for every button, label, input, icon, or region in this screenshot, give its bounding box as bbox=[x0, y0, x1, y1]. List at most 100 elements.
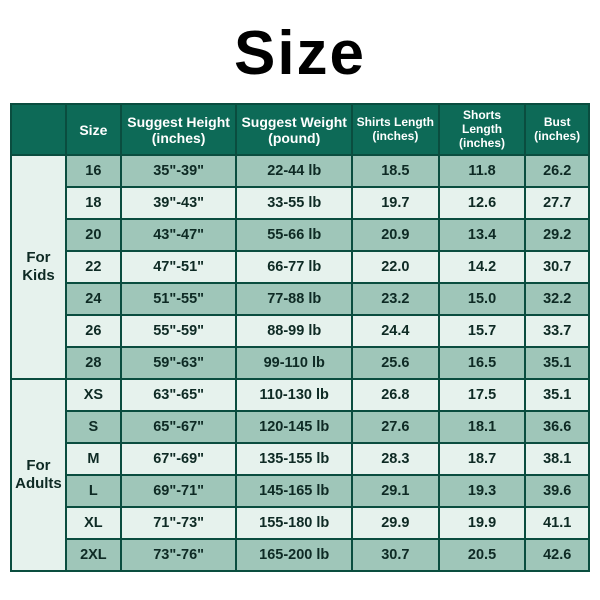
cell: 2XL bbox=[66, 539, 121, 571]
page-title: Size bbox=[0, 18, 600, 89]
col-height: Suggest Height (inches) bbox=[121, 104, 237, 155]
table-row: S65"-67"120-145 lb27.618.136.6 bbox=[11, 411, 589, 443]
cell: 32.2 bbox=[525, 283, 589, 315]
group-label: For bbox=[26, 249, 50, 266]
cell: 12.6 bbox=[439, 187, 526, 219]
cell: 71"-73" bbox=[121, 507, 237, 539]
table-body: ForKids1635"-39"22-44 lb18.511.826.21839… bbox=[11, 155, 589, 571]
cell: 66-77 lb bbox=[236, 251, 352, 283]
cell: S bbox=[66, 411, 121, 443]
cell: 18.1 bbox=[439, 411, 526, 443]
cell: 55"-59" bbox=[121, 315, 237, 347]
table-header: Size Suggest Height (inches) Suggest Wei… bbox=[11, 104, 589, 155]
cell: 47"-51" bbox=[121, 251, 237, 283]
col-shorts: Shorts Length (inches) bbox=[439, 104, 526, 155]
col-label: Shirts Length bbox=[357, 115, 434, 129]
cell: 22.0 bbox=[352, 251, 439, 283]
cell: 55-66 lb bbox=[236, 219, 352, 251]
table-row: 2451"-55"77-88 lb23.215.032.2 bbox=[11, 283, 589, 315]
cell: 27.6 bbox=[352, 411, 439, 443]
table-row: XL71"-73"155-180 lb29.919.941.1 bbox=[11, 507, 589, 539]
cell: 23.2 bbox=[352, 283, 439, 315]
table-row: 2859"-63"99-110 lb25.616.535.1 bbox=[11, 347, 589, 379]
col-label: Shorts Length bbox=[462, 108, 502, 136]
cell: 35.1 bbox=[525, 347, 589, 379]
cell: 20 bbox=[66, 219, 121, 251]
col-group bbox=[11, 104, 66, 155]
group-cell: ForKids bbox=[11, 155, 66, 379]
cell: 29.9 bbox=[352, 507, 439, 539]
cell: 42.6 bbox=[525, 539, 589, 571]
cell: 30.7 bbox=[525, 251, 589, 283]
cell: 28 bbox=[66, 347, 121, 379]
cell: 26 bbox=[66, 315, 121, 347]
cell: XL bbox=[66, 507, 121, 539]
cell: 20.5 bbox=[439, 539, 526, 571]
cell: 41.1 bbox=[525, 507, 589, 539]
cell: 24.4 bbox=[352, 315, 439, 347]
col-sublabel: (inches) bbox=[534, 129, 580, 143]
cell: 59"-63" bbox=[121, 347, 237, 379]
cell: 67"-69" bbox=[121, 443, 237, 475]
cell: 18.5 bbox=[352, 155, 439, 187]
cell: 15.0 bbox=[439, 283, 526, 315]
table-row: 2247"-51"66-77 lb22.014.230.7 bbox=[11, 251, 589, 283]
cell: M bbox=[66, 443, 121, 475]
cell: 15.7 bbox=[439, 315, 526, 347]
table-row: 1839"-43"33-55 lb19.712.627.7 bbox=[11, 187, 589, 219]
cell: 35.1 bbox=[525, 379, 589, 411]
group-label: Adults bbox=[15, 475, 62, 492]
cell: 13.4 bbox=[439, 219, 526, 251]
cell: 69"-71" bbox=[121, 475, 237, 507]
cell: 135-155 lb bbox=[236, 443, 352, 475]
cell: 99-110 lb bbox=[236, 347, 352, 379]
table-row: M67"-69"135-155 lb28.318.738.1 bbox=[11, 443, 589, 475]
table-row: 2XL73"-76"165-200 lb30.720.542.6 bbox=[11, 539, 589, 571]
cell: 19.3 bbox=[439, 475, 526, 507]
cell: 28.3 bbox=[352, 443, 439, 475]
cell: 27.7 bbox=[525, 187, 589, 219]
cell: 43"-47" bbox=[121, 219, 237, 251]
col-sublabel: (inches) bbox=[152, 130, 206, 146]
cell: 39.6 bbox=[525, 475, 589, 507]
cell: 77-88 lb bbox=[236, 283, 352, 315]
table-wrap: Size Suggest Height (inches) Suggest Wei… bbox=[0, 97, 600, 600]
cell: 24 bbox=[66, 283, 121, 315]
cell: 36.6 bbox=[525, 411, 589, 443]
cell: 26.8 bbox=[352, 379, 439, 411]
col-weight: Suggest Weight (pound) bbox=[236, 104, 352, 155]
cell: 29.2 bbox=[525, 219, 589, 251]
cell: 63"-65" bbox=[121, 379, 237, 411]
cell: 39"-43" bbox=[121, 187, 237, 219]
col-sublabel: (inches) bbox=[372, 129, 418, 143]
cell: 17.5 bbox=[439, 379, 526, 411]
cell: 20.9 bbox=[352, 219, 439, 251]
col-label: Suggest Height bbox=[127, 114, 230, 130]
col-label: Size bbox=[79, 122, 107, 138]
cell: 88-99 lb bbox=[236, 315, 352, 347]
col-sublabel: (inches) bbox=[459, 136, 505, 150]
cell: 18.7 bbox=[439, 443, 526, 475]
cell: 33-55 lb bbox=[236, 187, 352, 219]
cell: 155-180 lb bbox=[236, 507, 352, 539]
cell: 26.2 bbox=[525, 155, 589, 187]
col-label: Bust bbox=[544, 115, 571, 129]
group-cell: ForAdults bbox=[11, 379, 66, 571]
col-shirts: Shirts Length (inches) bbox=[352, 104, 439, 155]
cell: 22-44 lb bbox=[236, 155, 352, 187]
cell: 38.1 bbox=[525, 443, 589, 475]
cell: 14.2 bbox=[439, 251, 526, 283]
table-row: L69"-71"145-165 lb29.119.339.6 bbox=[11, 475, 589, 507]
table-row: 2043"-47"55-66 lb20.913.429.2 bbox=[11, 219, 589, 251]
cell: 16.5 bbox=[439, 347, 526, 379]
group-label: For bbox=[26, 457, 50, 474]
table-row: 2655"-59"88-99 lb24.415.733.7 bbox=[11, 315, 589, 347]
cell: 110-130 lb bbox=[236, 379, 352, 411]
col-label: Suggest Weight bbox=[241, 114, 347, 130]
cell: 16 bbox=[66, 155, 121, 187]
cell: XS bbox=[66, 379, 121, 411]
cell: 33.7 bbox=[525, 315, 589, 347]
cell: 18 bbox=[66, 187, 121, 219]
table-row: ForAdultsXS63"-65"110-130 lb26.817.535.1 bbox=[11, 379, 589, 411]
cell: 25.6 bbox=[352, 347, 439, 379]
